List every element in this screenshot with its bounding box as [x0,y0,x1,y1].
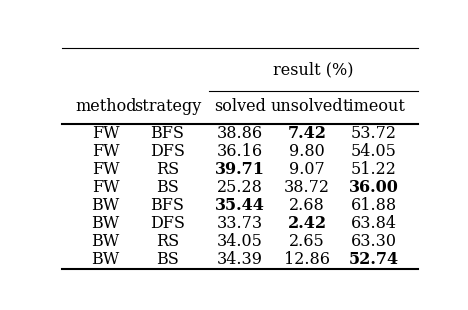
Text: 34.39: 34.39 [217,251,263,268]
Text: 39.71: 39.71 [215,161,265,178]
Text: BW: BW [92,215,120,232]
Text: 36.16: 36.16 [217,143,263,160]
Text: 38.72: 38.72 [284,179,330,196]
Text: 63.84: 63.84 [351,215,397,232]
Text: 52.74: 52.74 [349,251,399,268]
Text: 9.07: 9.07 [289,161,325,178]
Text: 9.80: 9.80 [289,143,325,160]
Text: RS: RS [156,161,179,178]
Text: 2.42: 2.42 [287,215,327,232]
Text: 38.86: 38.86 [217,125,263,142]
Text: timeout: timeout [343,98,405,115]
Text: BFS: BFS [150,197,184,214]
Text: BW: BW [92,233,120,250]
Text: 7.42: 7.42 [287,125,327,142]
Text: 12.86: 12.86 [284,251,330,268]
Text: 35.44: 35.44 [215,197,265,214]
Text: DFS: DFS [150,143,185,160]
Text: solved: solved [214,98,266,115]
Text: 25.28: 25.28 [217,179,263,196]
Text: 34.05: 34.05 [217,233,263,250]
Text: 2.65: 2.65 [289,233,325,250]
Text: strategy: strategy [134,98,201,115]
Text: BW: BW [92,251,120,268]
Text: FW: FW [92,143,119,160]
Text: FW: FW [92,161,119,178]
Text: 54.05: 54.05 [351,143,397,160]
Text: FW: FW [92,125,119,142]
Text: BS: BS [156,179,179,196]
Text: unsolved: unsolved [271,98,343,115]
Text: 53.72: 53.72 [351,125,397,142]
Text: 33.73: 33.73 [217,215,263,232]
Text: 36.00: 36.00 [349,179,399,196]
Text: 63.30: 63.30 [351,233,397,250]
Text: 2.68: 2.68 [289,197,325,214]
Text: DFS: DFS [150,215,185,232]
Text: FW: FW [92,179,119,196]
Text: method: method [75,98,136,115]
Text: BFS: BFS [150,125,184,142]
Text: result (%): result (%) [273,61,353,78]
Text: BS: BS [156,251,179,268]
Text: RS: RS [156,233,179,250]
Text: 51.22: 51.22 [351,161,397,178]
Text: 61.88: 61.88 [351,197,397,214]
Text: BW: BW [92,197,120,214]
